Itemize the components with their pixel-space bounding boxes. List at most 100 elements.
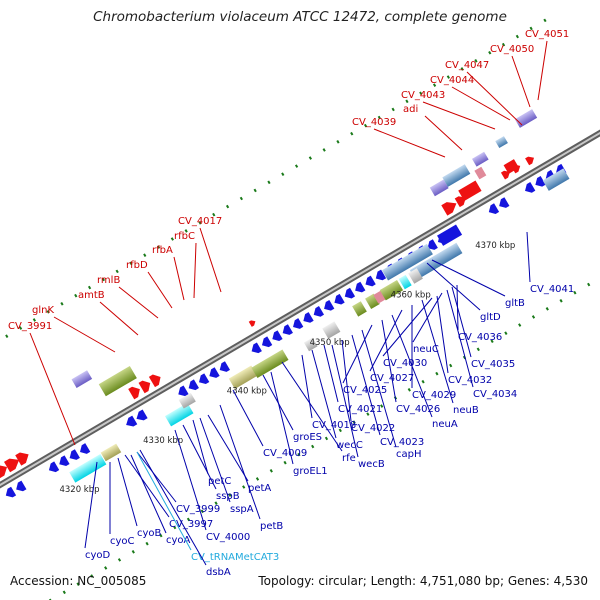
bottom-gene-label: wecC [336,440,363,451]
bottom-gene-label: petB [260,521,283,532]
feature-rfb-cluster [98,366,137,397]
forward-gene-3 [15,452,29,466]
bottom-gene-label: groES [293,432,322,443]
forward-gene-10 [500,170,510,180]
top-gene-label: rfbA [152,245,173,256]
reverse-gene-5 [69,449,80,460]
bottom-gene-label: gltB [505,298,525,309]
reverse-gene-13 [219,361,231,372]
feature-neu-box [379,279,404,301]
bottom-callout-line [232,389,264,447]
feature-cv4039-box [429,179,449,197]
reverse-gene-36 [535,175,546,187]
bottom-callout-line [381,319,397,403]
bottom-callout-line [219,404,261,520]
forward-gene-1 [0,465,8,479]
bottom-callout-line [192,419,209,475]
top-gene-label: CV_4044 [430,75,474,86]
kbp-label: 4330 kbp [143,436,183,446]
bottom-gene-label: neuA [432,419,458,430]
top-callout-line [147,271,173,309]
reverse-gene-15 [261,336,273,348]
reverse-gene-19 [303,312,314,323]
top-gene-label: CV_4047 [445,60,489,71]
feature-neuC-box [408,268,423,284]
bottom-callout-line [351,334,381,436]
top-gene-label: rfbD [126,260,148,271]
feature-cv4041-box [437,224,463,246]
bottom-callout-line [323,344,339,403]
bottom-gene-label: CV_4018 [312,420,356,431]
feature-pet-cluster [164,402,194,427]
reverse-gene-2 [16,480,27,492]
bottom-callout-line [436,295,449,374]
kbp-label: 4370 kbp [475,241,515,251]
top-callout-line [373,128,446,158]
figure-title: Chromobacterium violaceum ATCC 12472, co… [93,9,507,25]
feature-cv4022-box [365,293,380,310]
forward-gene-8 [441,202,457,216]
reverse-gene-18 [293,318,304,329]
reverse-gene-7 [126,415,138,427]
bottom-gene-label: dsbA [206,567,231,578]
feature-cyo-cluster [69,454,107,483]
kbp-label: 4360 kbp [391,291,431,301]
bottom-callout-line [199,417,231,503]
feature-groel-box [251,349,289,379]
bottom-gene-label: CV_4032 [448,375,492,386]
bottom-callout-line [369,309,403,372]
kbp-label: 4340 kbp [227,387,267,397]
feature-gltB-box [381,243,433,281]
top-gene-label: amtB [78,290,105,301]
bottom-gene-label: CV_4009 [263,448,307,459]
bottom-gene-label: gltD [480,312,501,323]
top-gene-label: rmlB [97,275,120,286]
reverse-gene-16 [272,330,283,341]
top-gene-label: adi [403,104,418,115]
reverse-gene-14 [251,342,262,354]
feature-rfe-box [303,337,318,352]
forward-gene-5 [138,380,151,394]
reverse-gene-34 [499,197,510,208]
reverse-gene-10 [188,379,199,391]
bottom-callout-line [136,451,192,551]
bottom-callout-line [182,424,217,490]
kbp-label: 4350 kbp [310,338,350,348]
top-callout-line [53,316,116,353]
bottom-gene-label: CV_4041 [530,284,574,295]
forward-gene-6 [148,374,161,388]
bottom-callout-line [361,329,397,448]
feature-cv4047-box [495,136,508,149]
top-callout-line [451,86,511,121]
reverse-gene-17 [282,324,293,335]
bottom-gene-label: CV_4027 [370,373,414,384]
top-gene-label: CV_4017 [178,216,222,227]
feature-gln-box [71,370,93,388]
bottom-gene-label: CV_4000 [206,532,250,543]
forward-gene-4 [128,386,140,400]
bottom-gene-label: CV_4026 [396,404,440,415]
bottom-gene-label: cyoC [110,536,135,547]
bottom-gene-label: CV_4030 [383,358,427,369]
bottom-gene-label: neuC [413,344,439,355]
bottom-gene-label: cyoA [166,535,191,546]
feature-cv4009-box [228,365,258,389]
bottom-callout-line [207,414,249,482]
bottom-gene-label: CV_4025 [343,385,387,396]
kbp-label: 4320 kbp [59,485,99,495]
top-callout-line [537,40,548,101]
reverse-gene-25 [365,275,376,287]
bottom-callout-line [301,354,313,419]
bottom-gene-label: CV_tRNAMetCAT3 [191,552,279,563]
reverse-gene-8 [136,409,148,421]
top-callout-line [422,101,496,130]
top-gene-label: CV_4051 [525,29,569,40]
top-gene-label: CV_3991 [8,321,52,332]
forward-gene-9 [454,196,466,208]
feature-wec-box [322,321,341,339]
reverse-gene-3 [48,461,60,473]
bottom-gene-label: CV_3999 [176,504,220,515]
inner-tick-row [48,276,600,600]
reverse-gene-11 [199,373,210,385]
reverse-gene-35 [525,182,536,193]
